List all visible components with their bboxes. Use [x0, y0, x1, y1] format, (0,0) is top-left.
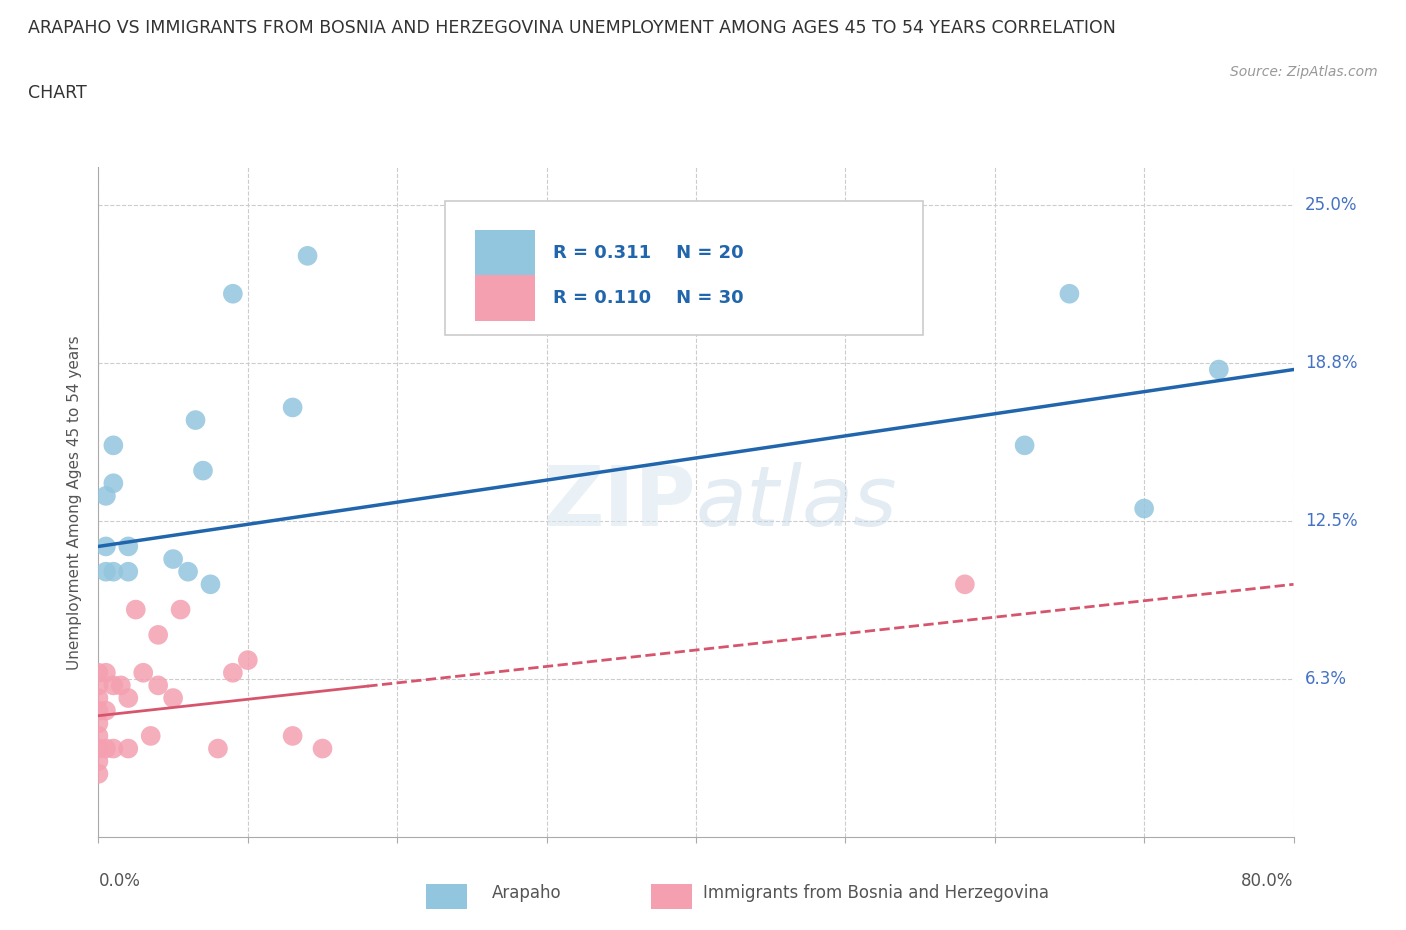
- Text: 25.0%: 25.0%: [1305, 196, 1357, 214]
- Point: [94, 665, 117, 680]
- Point: [117, 565, 139, 579]
- Text: Source: ZipAtlas.com: Source: ZipAtlas.com: [1230, 65, 1378, 79]
- Point: [87, 766, 110, 781]
- Point: [94, 565, 117, 579]
- Point: [184, 413, 207, 428]
- Point: [281, 728, 304, 743]
- Text: 80.0%: 80.0%: [1241, 871, 1294, 890]
- Point: [953, 577, 976, 591]
- Point: [110, 678, 132, 693]
- Point: [177, 565, 200, 579]
- Point: [236, 653, 259, 668]
- Point: [117, 691, 139, 706]
- Text: R = 0.311    N = 20: R = 0.311 N = 20: [553, 245, 744, 262]
- Point: [87, 741, 110, 756]
- Point: [222, 286, 245, 301]
- FancyBboxPatch shape: [475, 274, 534, 322]
- Point: [125, 602, 148, 617]
- Point: [103, 476, 125, 491]
- FancyBboxPatch shape: [444, 201, 922, 335]
- Point: [169, 602, 191, 617]
- Point: [162, 551, 184, 566]
- Point: [87, 716, 110, 731]
- Point: [1059, 286, 1081, 301]
- Point: [87, 703, 110, 718]
- Text: ZIP: ZIP: [544, 461, 696, 543]
- Point: [207, 741, 229, 756]
- Point: [103, 741, 125, 756]
- Text: ARAPAHO VS IMMIGRANTS FROM BOSNIA AND HERZEGOVINA UNEMPLOYMENT AMONG AGES 45 TO : ARAPAHO VS IMMIGRANTS FROM BOSNIA AND HE…: [28, 19, 1116, 36]
- Text: 18.8%: 18.8%: [1305, 354, 1357, 372]
- Point: [132, 665, 155, 680]
- Text: R = 0.110    N = 30: R = 0.110 N = 30: [553, 289, 744, 307]
- Point: [311, 741, 333, 756]
- Point: [1208, 362, 1230, 377]
- Point: [87, 728, 110, 743]
- Point: [1133, 501, 1156, 516]
- FancyBboxPatch shape: [475, 230, 534, 277]
- Point: [87, 691, 110, 706]
- Point: [103, 678, 125, 693]
- Point: [297, 248, 319, 263]
- Point: [148, 678, 170, 693]
- Text: CHART: CHART: [28, 84, 87, 101]
- Text: 12.5%: 12.5%: [1305, 512, 1357, 530]
- Text: 0.0%: 0.0%: [98, 871, 141, 890]
- Point: [191, 463, 214, 478]
- Text: 6.3%: 6.3%: [1305, 671, 1347, 688]
- Point: [117, 741, 139, 756]
- Text: Immigrants from Bosnia and Herzegovina: Immigrants from Bosnia and Herzegovina: [703, 884, 1049, 902]
- Point: [162, 691, 184, 706]
- Point: [148, 628, 170, 643]
- Text: Arapaho: Arapaho: [492, 884, 562, 902]
- Point: [103, 438, 125, 453]
- Point: [87, 678, 110, 693]
- Point: [103, 565, 125, 579]
- Point: [94, 741, 117, 756]
- Point: [139, 728, 162, 743]
- Point: [87, 753, 110, 768]
- Point: [222, 665, 245, 680]
- Text: atlas: atlas: [696, 461, 897, 543]
- Point: [200, 577, 222, 591]
- Point: [1014, 438, 1036, 453]
- Point: [94, 488, 117, 503]
- Point: [117, 539, 139, 554]
- Y-axis label: Unemployment Among Ages 45 to 54 years: Unemployment Among Ages 45 to 54 years: [67, 335, 83, 670]
- Point: [87, 665, 110, 680]
- Point: [94, 703, 117, 718]
- Point: [281, 400, 304, 415]
- Point: [94, 539, 117, 554]
